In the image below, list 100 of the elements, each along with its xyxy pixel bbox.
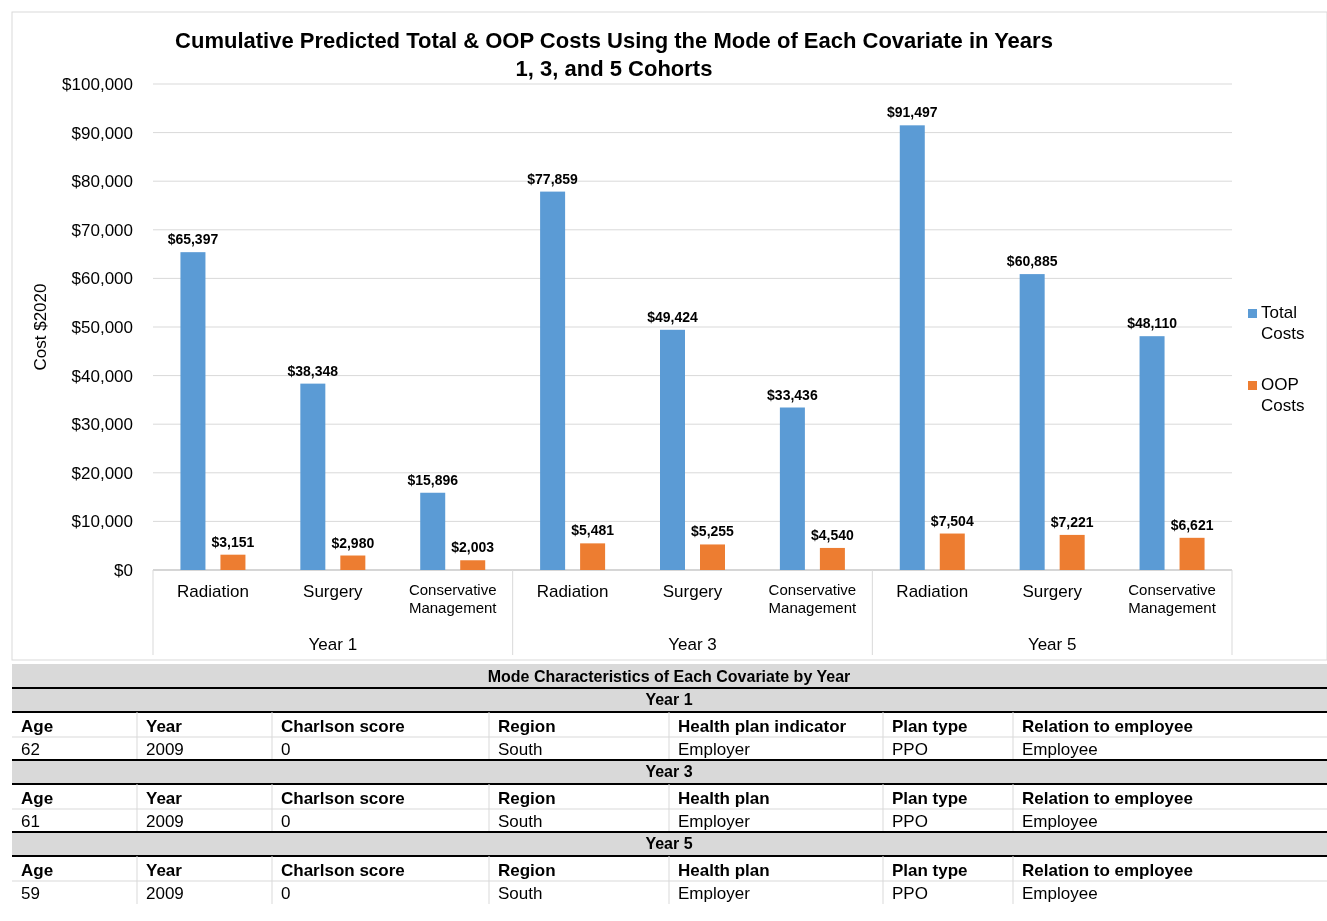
data-label: $4,540 — [810, 526, 855, 543]
bar — [700, 544, 725, 570]
text: Employer — [678, 740, 751, 759]
text: Employee — [1022, 740, 1098, 759]
bar — [1059, 534, 1085, 570]
bar — [300, 383, 326, 570]
y-tick-label: $20,000 — [71, 463, 133, 483]
y-tick-label: $70,000 — [71, 220, 133, 240]
text: 0 — [281, 884, 291, 903]
y-tick-label: $40,000 — [71, 366, 133, 386]
bar — [460, 560, 486, 570]
text: South — [498, 884, 543, 903]
data-label: $33,436 — [767, 386, 818, 403]
text: Region — [498, 789, 556, 808]
data-label: $2,003 — [451, 539, 495, 556]
y-tick-label: $0 — [114, 561, 133, 580]
bar — [420, 492, 446, 570]
text: PPO — [892, 740, 928, 759]
data-label: $65,397 — [167, 231, 219, 248]
text: PPO — [892, 884, 928, 903]
text: Relation to employee — [1022, 717, 1193, 736]
y-tick-label: $90,000 — [71, 123, 133, 143]
data-label: $3,151 — [211, 533, 255, 550]
text: 0 — [281, 812, 291, 831]
data-label: $2,980 — [331, 534, 375, 551]
y-tick-label: $80,000 — [71, 172, 133, 192]
bar — [1139, 336, 1165, 570]
text: 0 — [281, 740, 291, 759]
data-label: $77,859 — [527, 170, 579, 187]
x-tick-label: Radiation — [177, 582, 249, 601]
text: Plan type — [892, 789, 968, 808]
bar — [819, 547, 845, 570]
data-label: $5,481 — [571, 522, 615, 539]
text: Health plan indicator — [678, 717, 847, 736]
text: 59 — [21, 884, 40, 903]
data-label: $7,221 — [1050, 513, 1094, 530]
bar — [1179, 537, 1205, 570]
text: Health plan — [678, 789, 770, 808]
y-axis-title: Cost $2020 — [31, 283, 50, 371]
text: 61 — [21, 812, 40, 831]
text: Year — [146, 789, 183, 808]
x-tick-label: Surgery — [303, 582, 364, 601]
text: South — [498, 812, 543, 831]
data-label: $6,621 — [1170, 516, 1214, 533]
data-label: $5,255 — [691, 523, 735, 540]
legend-label: OOP Costs — [1261, 375, 1305, 415]
text: Charlson score — [281, 717, 405, 736]
y-tick-label: $100,000 — [62, 75, 133, 94]
text: South — [498, 740, 543, 759]
x-tick-label: Conservative Management — [1128, 581, 1217, 616]
bar — [220, 554, 246, 570]
text: Charlson score — [281, 789, 405, 808]
text: Year 1 — [308, 635, 358, 654]
x-tick-label: Radiation — [896, 582, 969, 601]
x-tick-label: Conservative Management — [408, 581, 498, 616]
bar — [1019, 274, 1045, 570]
text: PPO — [892, 812, 928, 831]
text: Plan type — [892, 717, 968, 736]
text: Health plan — [678, 861, 770, 880]
bar — [180, 252, 206, 570]
bar — [899, 125, 925, 570]
text: 2009 — [146, 812, 184, 831]
text: Age — [21, 789, 54, 808]
bar — [779, 407, 805, 570]
y-tick-label: $50,000 — [71, 318, 133, 337]
text: Year 3 — [668, 635, 717, 654]
text: Year 3 — [645, 763, 693, 780]
bar — [580, 543, 606, 570]
bar — [939, 533, 965, 570]
text: Age — [21, 861, 54, 880]
y-tick-label: $60,000 — [71, 269, 133, 289]
text: Employer — [678, 884, 751, 903]
text: Region — [498, 717, 556, 736]
text: Employee — [1022, 884, 1098, 903]
text: Region — [498, 861, 556, 880]
text: Relation to employee — [1022, 789, 1193, 808]
x-tick-label: Surgery — [1022, 582, 1083, 601]
text: 62 — [21, 740, 40, 759]
text: Relation to employee — [1022, 861, 1193, 880]
text: 2009 — [146, 740, 184, 759]
data-label: $38,348 — [287, 362, 339, 379]
text: Plan type — [892, 861, 968, 880]
x-tick-label: Surgery — [662, 582, 723, 601]
data-label: $60,885 — [1006, 253, 1058, 270]
data-label: $48,110 — [1127, 315, 1178, 332]
x-tick-label: Conservative Management — [768, 581, 857, 616]
text: Charlson score — [281, 861, 405, 880]
bar — [340, 555, 366, 570]
chart-title: Cumulative Predicted Total & OOP Costs Using the Mode of Each Covariate in Years 1, 3, and 5 Cohorts — [175, 28, 1053, 81]
text: Mode Characteristics of Each Covariate by Year — [487, 668, 851, 685]
text: Employer — [678, 812, 751, 831]
text: Year 5 — [645, 835, 693, 852]
bar — [540, 191, 566, 570]
legend-label: Total Costs — [1261, 303, 1305, 343]
text: Age — [21, 717, 54, 736]
bar — [660, 329, 685, 570]
data-label: $91,497 — [886, 104, 938, 121]
text: Year — [146, 717, 183, 736]
y-tick-label: $30,000 — [71, 415, 133, 435]
data-label: $15,896 — [407, 471, 459, 488]
